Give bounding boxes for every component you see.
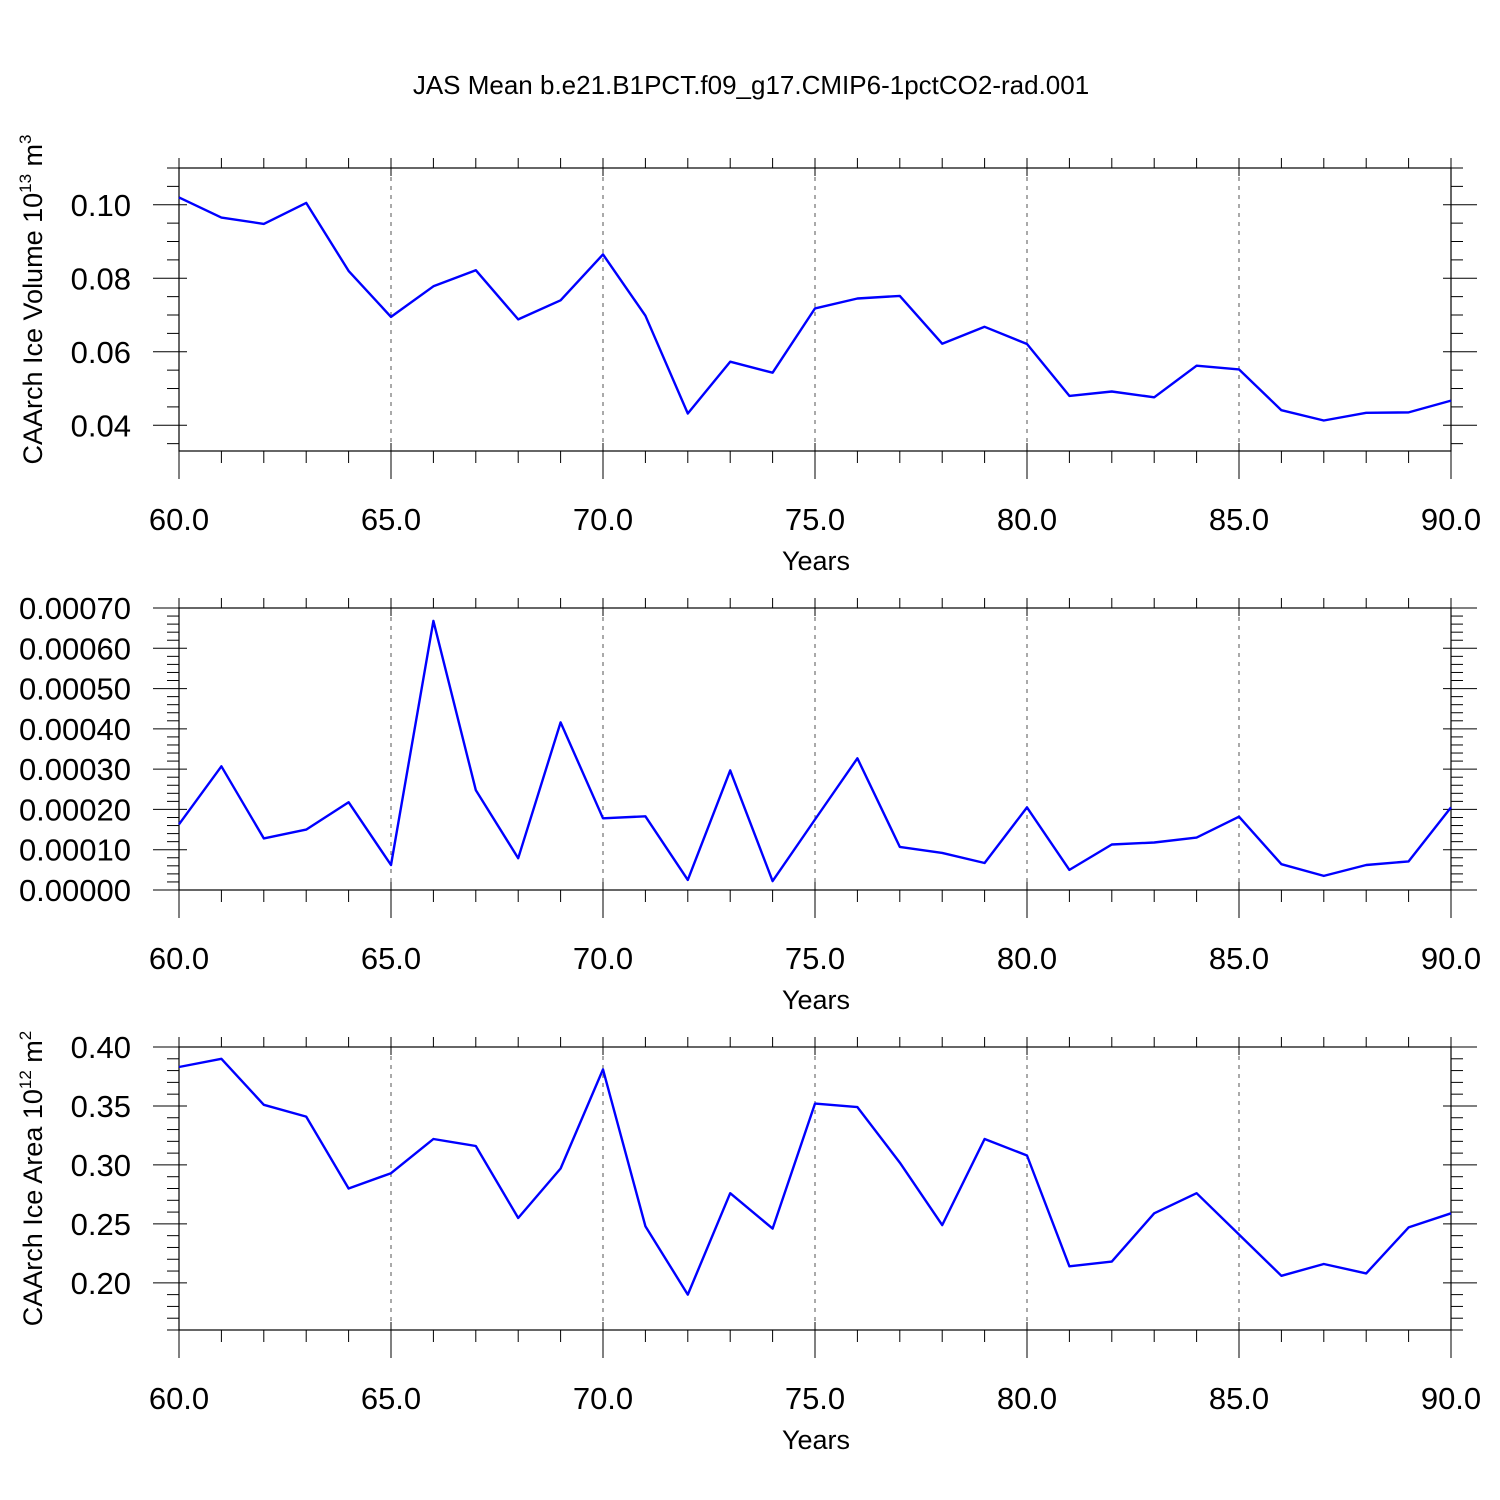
x-tick-label: 60.0 [149, 502, 209, 537]
x-tick-label: 70.0 [573, 1381, 633, 1416]
y-tick-label: 0.00050 [19, 672, 131, 707]
y-tick-label: 0.40 [71, 1030, 131, 1065]
y-axis-label: CAArch Ice Area 1012 m2 [16, 1031, 48, 1327]
y-axis-label: CAArch Ice Volume 1013 m3 [16, 134, 48, 464]
series-line-0 [178, 1057, 1452, 1296]
x-tick-label: 70.0 [573, 941, 633, 976]
y-tick-label: 0.30 [71, 1148, 131, 1183]
x-tick-label: 70.0 [573, 502, 633, 537]
series-line-0 [178, 619, 1452, 883]
panel-ice-area: 60.0 65.0 70.0 75.0 80.0 85.0 90.0 0.20 0.25 0.30… [16, 1030, 1481, 1455]
x-tick-label: 75.0 [785, 941, 845, 976]
chart-title: JAS Mean b.e21.B1PCT.f09_g17.CMIP6-1pctC… [413, 70, 1089, 100]
x-tick-label: 85.0 [1209, 502, 1269, 537]
x-tick-label: 90.0 [1421, 502, 1481, 537]
x-tick-label: 65.0 [361, 502, 421, 537]
x-axis-label: Years [782, 546, 850, 576]
x-tick-label: 90.0 [1421, 941, 1481, 976]
x-tick-label: 80.0 [997, 1381, 1057, 1416]
series-line-0 [178, 196, 1452, 422]
plot-frame [178, 1046, 1452, 1331]
x-tick-label: 85.0 [1209, 941, 1269, 976]
y-tick-label: 0.20 [71, 1266, 131, 1301]
x-tick-label: 75.0 [785, 1381, 845, 1416]
y-tick-label: 0.08 [71, 261, 131, 296]
y-tick-label: 0.06 [71, 335, 131, 370]
plot-frame [178, 607, 1452, 891]
y-tick-label: 0.00010 [19, 833, 131, 868]
y-tick-label: 0.35 [71, 1089, 131, 1124]
x-tick-label: 80.0 [997, 941, 1057, 976]
x-tick-label: 90.0 [1421, 1381, 1481, 1416]
y-tick-label: 0.10 [71, 188, 131, 223]
x-tick-label: 80.0 [997, 502, 1057, 537]
panel-rate: 60.0 65.0 70.0 75.0 80.0 85.0 90.0 0.00000 0.000… [19, 591, 1481, 1015]
y-tick-label: 0.25 [71, 1207, 131, 1242]
y-tick-label: 0.00000 [19, 873, 131, 908]
x-axis-label: Years [782, 985, 850, 1015]
x-tick-label: 65.0 [361, 1381, 421, 1416]
x-tick-label: 60.0 [149, 1381, 209, 1416]
panel-ice-volume: 60.0 65.0 70.0 75.0 80.0 85.0 90.0 0.04 0.06 0.08… [16, 134, 1481, 576]
x-tick-label: 75.0 [785, 502, 845, 537]
y-tick-label: 0.00040 [19, 712, 131, 747]
y-tick-label: 0.00030 [19, 752, 131, 787]
x-tick-label: 85.0 [1209, 1381, 1269, 1416]
x-axis-label: Years [782, 1425, 850, 1455]
y-tick-label: 0.00060 [19, 631, 131, 666]
y-tick-label: 0.04 [71, 408, 131, 443]
y-tick-label: 0.00020 [19, 792, 131, 827]
plot-frame [178, 167, 1452, 452]
x-tick-label: 65.0 [361, 941, 421, 976]
x-tick-label: 60.0 [149, 941, 209, 976]
y-tick-label: 0.00070 [19, 591, 131, 626]
